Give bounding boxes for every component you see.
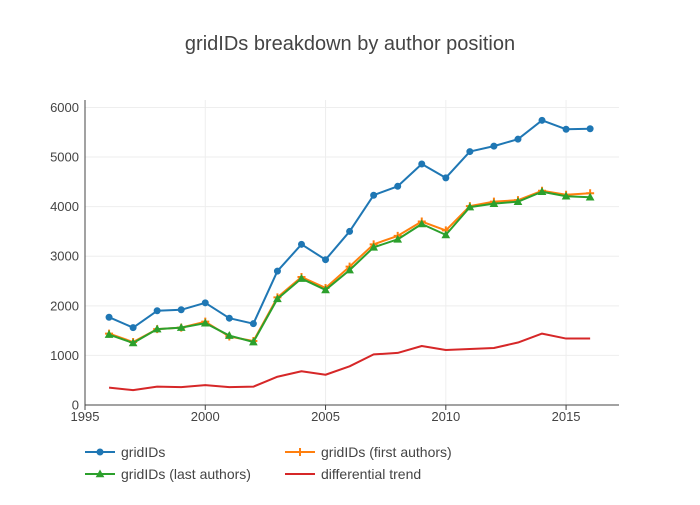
data-point xyxy=(200,318,210,327)
legend-item[interactable]: gridIDs xyxy=(85,444,165,460)
data-point xyxy=(514,135,522,143)
y-tick-label: 6000 xyxy=(50,100,79,115)
data-point xyxy=(417,219,427,228)
data-point xyxy=(346,227,354,235)
data-point xyxy=(394,182,402,190)
y-tick-label: 3000 xyxy=(50,249,79,264)
legend-marker xyxy=(296,448,304,456)
legend-item[interactable]: differential trend xyxy=(285,466,421,482)
data-point xyxy=(442,174,450,182)
series-line xyxy=(108,119,591,329)
data-point xyxy=(369,242,378,251)
data-point xyxy=(129,324,137,332)
legend-marker xyxy=(96,448,104,456)
data-point xyxy=(201,299,209,307)
data-point xyxy=(322,256,330,264)
data-point xyxy=(538,116,546,124)
data-point xyxy=(177,306,185,314)
series-line xyxy=(108,332,591,392)
series-0 xyxy=(105,116,594,332)
data-point xyxy=(586,125,594,133)
x-tick-label: 2005 xyxy=(311,409,340,424)
x-tick-label: 1995 xyxy=(71,409,100,424)
data-point xyxy=(249,337,258,346)
data-point xyxy=(490,142,498,150)
data-point xyxy=(273,267,281,275)
legend-label: gridIDs (last authors) xyxy=(121,466,251,482)
data-point xyxy=(370,191,378,199)
legend: gridIDs gridIDs (first authors) gridIDs (l… xyxy=(85,444,452,482)
data-point xyxy=(225,314,233,322)
data-point xyxy=(585,192,595,201)
data-point xyxy=(466,148,474,156)
y-tick-label: 2000 xyxy=(50,298,79,313)
legend-label: gridIDs (first authors) xyxy=(321,444,452,460)
data-point xyxy=(273,294,282,303)
data-point xyxy=(104,330,114,338)
axes: 0 1000 2000 3000 4000 5000 6000 1995 2000 2005 201… xyxy=(50,100,619,424)
data-point xyxy=(153,307,161,315)
data-point xyxy=(513,197,523,205)
data-point xyxy=(489,199,499,207)
grid-lines xyxy=(85,100,619,405)
chart-title: gridIDs breakdown by author position xyxy=(185,33,515,55)
data-point xyxy=(418,160,426,168)
data-point xyxy=(105,313,113,321)
legend-marker xyxy=(95,469,105,478)
series-2 xyxy=(104,187,595,347)
x-tick-label: 2015 xyxy=(552,409,581,424)
series-3 xyxy=(108,332,591,392)
legend-label: gridIDs xyxy=(121,444,165,460)
data-point xyxy=(224,331,234,339)
data-point xyxy=(537,187,547,196)
data-point xyxy=(297,240,305,248)
y-tick-label: 1000 xyxy=(50,348,79,363)
data-point xyxy=(128,338,138,347)
data-point xyxy=(176,323,186,331)
data-point xyxy=(562,125,570,133)
data-point xyxy=(561,191,571,200)
data-point xyxy=(152,324,162,333)
y-tick-label: 0 xyxy=(72,398,79,413)
legend-item[interactable]: gridIDs (first authors) xyxy=(285,444,452,460)
data-point xyxy=(345,265,354,274)
data-point xyxy=(441,230,451,239)
data-point xyxy=(321,285,330,294)
legend-item[interactable]: gridIDs (last authors) xyxy=(85,466,251,482)
x-tick-label: 2010 xyxy=(431,409,460,424)
y-tick-label: 5000 xyxy=(50,150,79,165)
data-point xyxy=(465,202,475,211)
legend-label: differential trend xyxy=(321,466,421,482)
y-tick-label: 4000 xyxy=(50,199,79,214)
data-point xyxy=(393,234,403,243)
data-point xyxy=(249,320,257,328)
data-point xyxy=(297,274,306,282)
series-lines xyxy=(104,116,595,392)
x-tick-label: 2000 xyxy=(191,409,220,424)
